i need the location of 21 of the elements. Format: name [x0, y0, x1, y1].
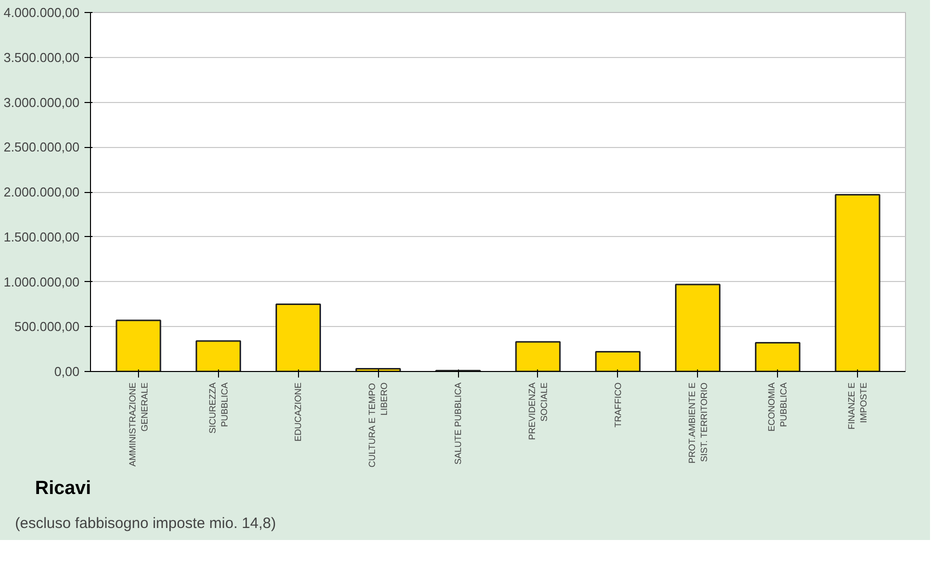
x-tick-label: CULTURA E TEMPO LIBERO: [367, 382, 390, 468]
x-tick-label: AMMINISTRAZIONE GENERALE: [127, 382, 150, 466]
x-tick-label: EDUCAZIONE: [293, 382, 304, 442]
x-tick-label: SICUREZZA PUBBLICA: [207, 382, 230, 434]
x-tick-label: TRAFFICO: [612, 382, 623, 428]
text: Ricavi: [35, 477, 91, 501]
y-tick-label: 1.500.000,00: [4, 229, 80, 244]
y-tick-label: 3.000.000,00: [4, 94, 80, 110]
x-tick-label: PROT.AMBIENTE E SIST. TERRITORIO: [686, 382, 709, 464]
y-tick-label: 0,00: [54, 364, 80, 379]
y-tick-label: 1.000.000,00: [4, 274, 80, 290]
x-tick-label: PREVIDENZA SOCIALE: [526, 382, 549, 440]
text: (escluso fabbisogno imposte mio. 14,8): [15, 514, 276, 534]
x-tick-label: SALUTE PUBBLICA: [453, 382, 464, 465]
x-tick-label: ECONOMIA PUBBLICA: [766, 382, 789, 432]
y-tick-label: 2.500.000,00: [4, 140, 80, 155]
x-tick-label: FINANZE E IMPOSTE: [846, 382, 869, 430]
y-tick-label: 4.000.000,00: [4, 5, 80, 20]
y-tick-label: 500.000,00: [14, 319, 80, 334]
y-tick-label: 2.000.000,00: [4, 184, 80, 200]
y-tick-label: 3.500.000,00: [4, 50, 80, 65]
